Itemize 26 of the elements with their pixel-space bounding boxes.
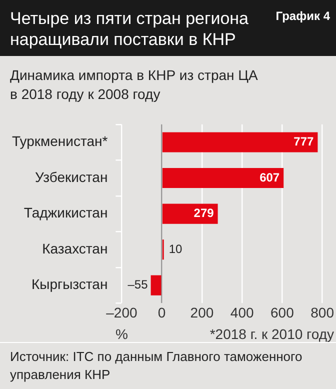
- data-label: 279: [194, 206, 214, 220]
- bar: [150, 275, 162, 296]
- text: График 4: [276, 8, 330, 25]
- text: Источник: ITC по данным Главного таможенного управления КНР: [0, 342, 336, 384]
- x-tick-label: 0: [158, 304, 166, 320]
- x-tick-label: 200: [190, 304, 214, 320]
- y-tick-label: Таджикистан: [24, 204, 108, 221]
- y-tick-label: Узбекистан: [34, 168, 108, 185]
- y-tick-label: Кыргызстан: [31, 276, 108, 292]
- bar: [162, 132, 318, 152]
- bar: [162, 168, 284, 188]
- bar: [162, 204, 218, 224]
- x-tick-label: 800: [310, 304, 334, 320]
- x-axis-title: %: [115, 326, 128, 342]
- data-label: 10: [168, 242, 183, 256]
- text: *2018 г. к 2010 году: [210, 326, 334, 342]
- x-tick-label: 400: [230, 304, 254, 320]
- chart-title: Четыре из пяти стран региона наращивали поставки в КНР: [10, 9, 248, 49]
- y-tick-label: Туркменистан*: [12, 133, 108, 150]
- y-tick-label: Казахстан: [42, 240, 108, 256]
- data-label: 777: [294, 134, 314, 149]
- data-label: –55: [128, 278, 148, 292]
- x-tick-label: 600: [270, 304, 294, 320]
- chart-subtitle: Динамика импорта в КНР из стран ЦА в 2018 году к 2008 году: [9, 66, 259, 104]
- x-tick-label: –200: [106, 304, 138, 320]
- data-label: 607: [260, 170, 280, 184]
